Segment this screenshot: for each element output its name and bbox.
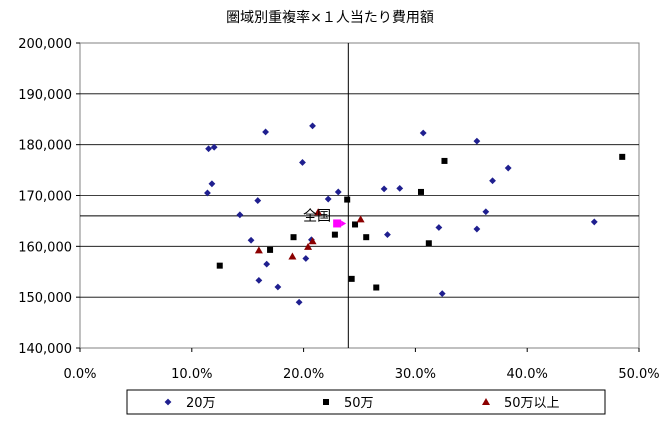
data-point-diamond (208, 180, 216, 188)
data-point-square (290, 234, 297, 241)
data-point-diamond (254, 197, 262, 204)
data-point-diamond (302, 255, 310, 262)
y-tick-label: 160,000 (18, 240, 72, 255)
data-point-diamond (419, 129, 427, 137)
legend-box (126, 389, 606, 415)
x-tick-label: 10.0% (171, 367, 212, 382)
data-point-diamond (247, 236, 255, 244)
data-point-square (348, 275, 355, 282)
data-point-diamond (324, 195, 332, 203)
x-tick-label: 50.0% (618, 367, 659, 382)
data-point-diamond (263, 260, 271, 268)
data-point-diamond (435, 224, 443, 231)
data-point-square (373, 284, 380, 291)
legend-marker-triangle (482, 398, 490, 405)
data-point-diamond (396, 184, 404, 192)
data-point-square (331, 231, 338, 238)
data-point-diamond (438, 290, 446, 298)
data-point-diamond (473, 137, 481, 145)
data-point-square (363, 234, 370, 241)
gridlines (80, 93, 639, 298)
data-point-triangle (314, 208, 323, 216)
legend: 20万 50万 50万以上 (126, 389, 606, 415)
data-point-square (352, 221, 359, 228)
national-average-label: 全国 (303, 207, 331, 224)
data-point-diamond (295, 298, 303, 306)
y-tick-label: 190,000 (18, 88, 72, 103)
legend-label: 20万 (186, 396, 216, 411)
data-point-diamond (236, 211, 244, 219)
data-point-triangle (308, 237, 317, 245)
y-tick-label: 180,000 (18, 139, 72, 154)
legend-label: 50万 (344, 396, 374, 411)
data-point-triangle (304, 242, 313, 250)
data-point-square (425, 240, 432, 247)
y-tick-label: 150,000 (18, 291, 72, 306)
legend-marker-square (323, 399, 329, 405)
data-point-diamond (309, 122, 316, 130)
data-point-triangle (288, 252, 297, 260)
x-tick-label: 0.0% (63, 367, 96, 382)
data-point-diamond (380, 185, 388, 193)
data-point-diamond (255, 276, 263, 284)
annotations: 全国 (303, 207, 347, 228)
x-tick-label: 40.0% (507, 367, 548, 382)
y-tick-label: 200,000 (18, 37, 72, 52)
data-point-diamond (274, 283, 282, 291)
axis-labels: 140,000 150,000 160,000 170,000 180,000 190,0… (18, 37, 659, 382)
chart-title: 圏域別重複率×１人当たり費用額 (226, 9, 434, 26)
legend-marker-diamond (164, 398, 172, 406)
data-point-diamond (204, 189, 211, 197)
y-tick-label: 140,000 (18, 342, 72, 357)
data-point-diamond (210, 143, 218, 151)
data-point-square (216, 262, 223, 269)
data-point-diamond (299, 159, 306, 166)
national-average-arrow (341, 220, 347, 227)
data-point-diamond (504, 164, 512, 172)
data-point-diamond (384, 231, 391, 239)
y-tick-label: 170,000 (18, 190, 72, 205)
data-point-square (619, 153, 626, 160)
x-tick-label: 30.0% (395, 367, 436, 382)
data-point-diamond (482, 208, 490, 216)
data-point-diamond (590, 218, 598, 226)
reference-lines (80, 43, 639, 348)
data-point-diamond (334, 188, 342, 196)
data-point-square (267, 246, 274, 253)
data-point-diamond (473, 225, 481, 233)
data-point-square (344, 196, 351, 203)
data-point-triangle (254, 246, 263, 254)
data-point-square (417, 188, 424, 195)
data-point-triangle (356, 215, 365, 223)
data-point-diamond (262, 128, 269, 136)
x-tick-label: 20.0% (283, 367, 324, 382)
data-points (204, 122, 626, 306)
data-point-diamond (205, 145, 212, 153)
legend-label: 50万以上 (504, 396, 560, 411)
data-point-square (441, 157, 448, 164)
data-point-diamond (489, 177, 496, 185)
national-average-marker (333, 219, 342, 228)
